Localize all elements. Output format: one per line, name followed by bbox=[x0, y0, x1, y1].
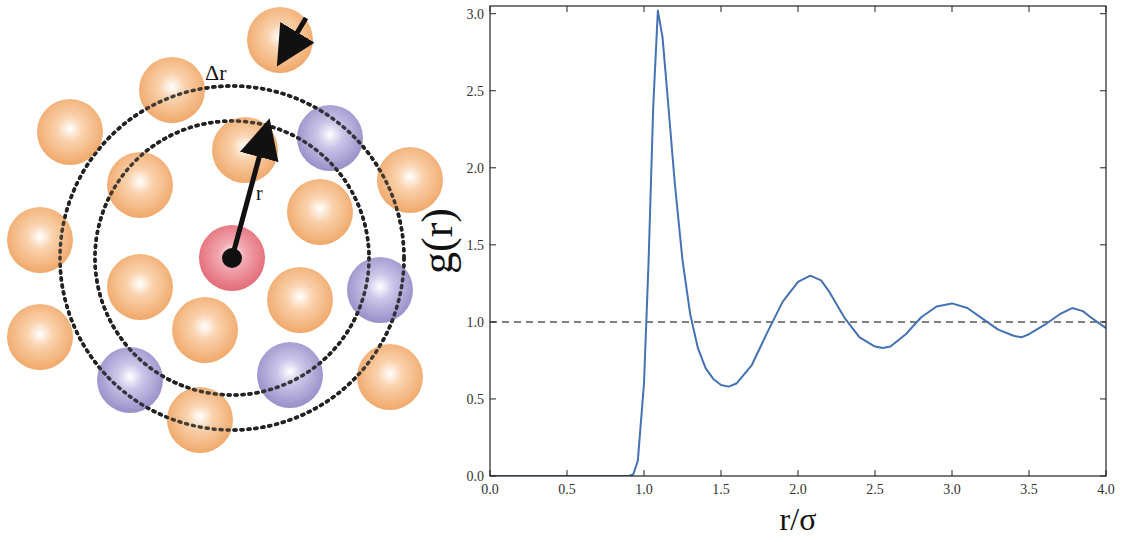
x-tick-top bbox=[644, 6, 645, 12]
x-tick-top bbox=[567, 6, 568, 12]
y-tick-right bbox=[1100, 90, 1106, 91]
x-tick-top bbox=[875, 6, 876, 12]
x-tick bbox=[1029, 470, 1030, 476]
y-tick-right bbox=[1100, 167, 1106, 168]
y-tick-right bbox=[1100, 13, 1106, 14]
y-tick-label: 2.0 bbox=[467, 161, 485, 176]
gr-curve bbox=[490, 11, 1106, 476]
delta-r-arrow bbox=[282, 18, 306, 58]
x-tick-label: 2.0 bbox=[789, 482, 807, 497]
x-tick-label: 3.5 bbox=[1020, 482, 1038, 497]
x-tick-label: 1.5 bbox=[712, 482, 730, 497]
x-tick bbox=[798, 470, 799, 476]
y-tick-right bbox=[1100, 476, 1106, 477]
x-tick bbox=[952, 470, 953, 476]
y-tick bbox=[490, 167, 496, 168]
r-arrow bbox=[232, 128, 267, 258]
particle bbox=[267, 267, 333, 333]
x-tick-label: 4.0 bbox=[1097, 482, 1115, 497]
y-tick-label: 1.0 bbox=[467, 315, 485, 330]
particle bbox=[107, 152, 173, 218]
particle bbox=[172, 297, 238, 363]
x-tick bbox=[490, 470, 491, 476]
figure: r Δr 0.0 0.5 1.0 1.5 2.0 2.5 3.0 3.5 4.0 0.0 0.5 1.0 1… bbox=[0, 0, 1124, 542]
chart: 0.0 0.5 1.0 1.5 2.0 2.5 3.0 3.5 4.0 0.0 0.5 1.0 1.5 2… bbox=[413, 6, 1115, 537]
y-tick bbox=[490, 244, 496, 245]
y-tick bbox=[490, 321, 496, 322]
particle bbox=[357, 344, 423, 410]
y-tick-right bbox=[1100, 321, 1106, 322]
y-tick bbox=[490, 13, 496, 14]
y-tick-label: 1.5 bbox=[467, 238, 485, 253]
x-tick bbox=[644, 470, 645, 476]
y-tick-right bbox=[1100, 398, 1106, 399]
y-tick-label: 3.0 bbox=[467, 7, 485, 22]
inner-shell-top bbox=[95, 121, 369, 395]
particle-diagram: r Δr bbox=[7, 7, 443, 453]
y-tick-right bbox=[1100, 244, 1106, 245]
y-tick-label: 2.5 bbox=[467, 84, 485, 99]
reference-line bbox=[490, 321, 1106, 323]
particle bbox=[7, 304, 73, 370]
particle bbox=[167, 387, 233, 453]
x-tick-label: 0.5 bbox=[558, 482, 576, 497]
x-tick-label: 1.0 bbox=[635, 482, 653, 497]
y-tick-label: 0.5 bbox=[467, 392, 485, 407]
x-axis-title: r/σ bbox=[780, 501, 817, 537]
outer-shell bbox=[60, 86, 404, 430]
outer-shell-top bbox=[60, 86, 404, 430]
x-tick-top bbox=[1029, 6, 1030, 12]
particle bbox=[7, 207, 73, 273]
y-tick-label: 0.0 bbox=[467, 469, 485, 484]
particle bbox=[107, 254, 173, 320]
y-tick bbox=[490, 476, 496, 477]
x-tick bbox=[875, 470, 876, 476]
y-tick bbox=[490, 90, 496, 91]
plot-frame bbox=[490, 6, 1106, 476]
x-tick-label: 0.0 bbox=[481, 482, 499, 497]
x-tick-top bbox=[721, 6, 722, 12]
x-tick-top bbox=[798, 6, 799, 12]
x-tick-label: 3.0 bbox=[943, 482, 961, 497]
x-tick bbox=[1106, 470, 1107, 476]
particle bbox=[287, 179, 353, 245]
plot-area bbox=[490, 11, 1106, 476]
x-tick-label: 2.5 bbox=[866, 482, 884, 497]
y-tick bbox=[490, 398, 496, 399]
r-label: r bbox=[256, 182, 263, 204]
delta-r-label: Δr bbox=[205, 60, 227, 85]
x-tick bbox=[567, 470, 568, 476]
x-tick-top bbox=[952, 6, 953, 12]
shell-particle bbox=[257, 342, 323, 408]
y-axis-title: g(r) bbox=[413, 208, 462, 274]
particle bbox=[247, 7, 313, 73]
x-tick-top bbox=[490, 6, 491, 12]
shell-particle bbox=[97, 347, 163, 413]
x-tick bbox=[721, 470, 722, 476]
x-tick-top bbox=[1106, 6, 1107, 12]
